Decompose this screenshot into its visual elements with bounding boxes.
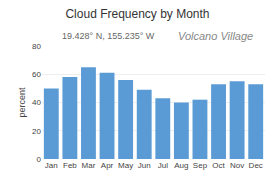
svg-text:40: 40 xyxy=(32,98,41,107)
svg-text:Oct: Oct xyxy=(212,161,225,170)
svg-text:80: 80 xyxy=(32,42,41,51)
svg-text:0: 0 xyxy=(37,155,42,164)
svg-text:20: 20 xyxy=(32,127,41,136)
svg-text:19.428° N, 155.235° W: 19.428° N, 155.235° W xyxy=(62,31,155,41)
svg-text:60: 60 xyxy=(32,70,41,79)
svg-text:Aug: Aug xyxy=(174,161,188,170)
svg-text:Cloud Frequency by Month: Cloud Frequency by Month xyxy=(65,7,209,21)
svg-text:Jan: Jan xyxy=(45,161,58,170)
svg-text:Nov: Nov xyxy=(230,161,244,170)
svg-text:Feb: Feb xyxy=(63,161,77,170)
svg-text:percent: percent xyxy=(17,87,27,118)
svg-text:Sep: Sep xyxy=(193,161,208,170)
svg-text:Dec: Dec xyxy=(249,161,263,170)
svg-text:Jun: Jun xyxy=(138,161,151,170)
svg-text:Jul: Jul xyxy=(158,161,168,170)
svg-text:Mar: Mar xyxy=(82,161,96,170)
svg-text:Volcano Village: Volcano Village xyxy=(178,30,253,42)
svg-text:May: May xyxy=(118,161,133,170)
svg-text:Apr: Apr xyxy=(101,161,114,170)
